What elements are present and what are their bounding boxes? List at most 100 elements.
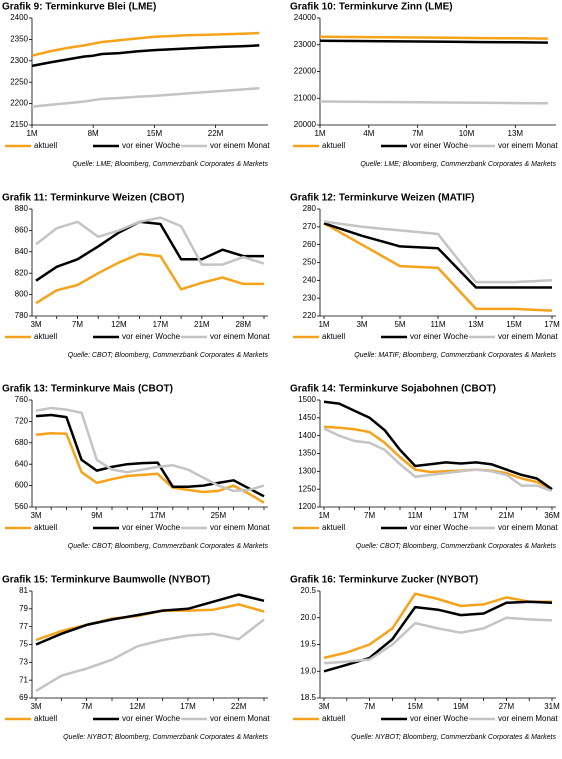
series-line: [31, 86, 260, 108]
y-tick-label: 640: [15, 459, 29, 468]
source-note: Quelle: CBOT; Bloomberg, Commerzbank Cor…: [68, 543, 269, 550]
x-tick-label: 7M: [412, 129, 423, 138]
x-tick-label: 13M: [508, 129, 524, 138]
y-tick-label: 21000: [294, 93, 317, 102]
series-line: [35, 220, 264, 282]
y-tick-label: 240: [303, 275, 317, 284]
source-note: Quelle: NYBOT; Bloomberg, Commerzbank Co…: [63, 734, 268, 741]
y-tick-label: 24000: [294, 13, 317, 22]
legend-label: vor einem Monat: [210, 141, 270, 150]
x-tick-label: 9M: [91, 511, 102, 520]
legend-label: vor einer Woche: [122, 332, 181, 341]
y-tick-label: 860: [15, 226, 29, 235]
x-tick-label: 3M: [30, 511, 41, 520]
y-tick-label: 2350: [10, 35, 28, 44]
y-tick-label: 19.5: [300, 640, 316, 649]
legend-label: vor einer Woche: [410, 714, 469, 723]
legend-label: aktuell: [34, 141, 57, 150]
x-tick-label: 7M: [364, 702, 375, 711]
y-tick-label: 77: [19, 622, 28, 631]
x-tick-label: 1M: [318, 320, 329, 329]
legend-label: vor einem Monat: [498, 714, 558, 723]
x-tick-label: 36M: [544, 511, 560, 520]
x-tick-label: 10M: [459, 129, 475, 138]
x-tick-label: 1M: [318, 511, 329, 520]
legend-label: vor einer Woche: [410, 332, 469, 341]
y-tick-label: 250: [303, 258, 317, 267]
legend-label: aktuell: [34, 523, 57, 532]
y-tick-label: 220: [303, 311, 317, 320]
y-tick-label: 69: [19, 693, 28, 702]
series-line: [323, 222, 552, 289]
chart-title: Grafik 11: Terminkurve Weizen (CBOT): [2, 193, 184, 204]
y-tick-label: 20.5: [300, 586, 316, 595]
y-tick-label: 1400: [298, 431, 316, 440]
y-tick-label: 1350: [298, 449, 316, 458]
y-tick-label: 840: [15, 247, 29, 256]
x-tick-label: 12M: [111, 320, 127, 329]
legend-label: aktuell: [34, 332, 57, 341]
series-line: [323, 220, 553, 284]
legend-label: vor einem Monat: [498, 523, 558, 532]
y-tick-label: 260: [303, 240, 317, 249]
y-tick-label: 230: [303, 293, 317, 302]
y-tick-label: 20000: [294, 120, 317, 129]
y-tick-label: 1250: [298, 484, 316, 493]
source-note: Quelle: LME; Bloomberg, Commerzbank Corp…: [72, 161, 268, 168]
x-tick-label: 22M: [208, 129, 224, 138]
x-tick-label: 31M: [544, 702, 560, 711]
series-line: [319, 39, 548, 44]
y-tick-label: 73: [19, 657, 28, 666]
x-tick-label: 15M: [407, 702, 423, 711]
series-line: [35, 406, 265, 493]
series-line: [35, 603, 265, 642]
x-tick-label: 3M: [318, 702, 329, 711]
y-tick-label: 2200: [10, 99, 28, 108]
series-line: [323, 400, 553, 491]
x-tick-label: 7M: [72, 320, 83, 329]
chart-title: Grafik 16: Terminkurve Zucker (NYBOT): [290, 575, 478, 586]
source-note: Quelle: CBOT; Bloomberg, Commerzbank Cor…: [356, 543, 557, 550]
chart-title: Grafik 14: Terminkurve Sojabohnen (CBOT): [290, 384, 496, 395]
legend-label: vor einer Woche: [122, 714, 181, 723]
y-tick-label: 880: [15, 204, 29, 213]
x-tick-label: 15M: [147, 129, 163, 138]
x-tick-label: 17M: [150, 511, 166, 520]
y-tick-label: 71: [19, 675, 28, 684]
y-tick-label: 18.5: [300, 693, 316, 702]
y-tick-label: 560: [15, 502, 29, 511]
legend-label: aktuell: [322, 714, 345, 723]
x-tick-label: 11M: [408, 511, 423, 520]
series-line: [35, 252, 264, 305]
x-tick-label: 13M: [468, 320, 484, 329]
y-tick-label: 800: [15, 290, 29, 299]
x-tick-label: 27M: [499, 702, 515, 711]
legend-label: vor einer Woche: [122, 141, 181, 150]
x-tick-label: 8M: [88, 129, 99, 138]
x-tick-label: 17M: [180, 702, 196, 711]
legend-label: vor einer Woche: [122, 523, 181, 532]
chart-title: Grafik 9: Terminkurve Blei (LME): [2, 2, 156, 13]
chart-title: Grafik 10: Terminkurve Zinn (LME): [290, 2, 453, 13]
y-tick-label: 820: [15, 268, 29, 277]
series-line: [35, 413, 265, 498]
y-tick-label: 680: [15, 438, 29, 447]
y-tick-label: 19.0: [300, 666, 316, 675]
y-tick-label: 2300: [10, 56, 28, 65]
legend-label: vor einem Monat: [210, 714, 270, 723]
series-line: [35, 593, 265, 646]
x-tick-label: 21M: [499, 511, 515, 520]
x-tick-label: 17M: [153, 320, 169, 329]
x-tick-label: 12M: [130, 702, 146, 711]
x-tick-label: 17M: [453, 511, 469, 520]
source-note: Quelle: NYBOT; Bloomberg, Commerzbank Co…: [351, 734, 556, 741]
x-tick-label: 15M: [506, 320, 522, 329]
x-tick-label: 25M: [211, 511, 227, 520]
legend-label: aktuell: [322, 141, 345, 150]
series-line: [323, 425, 553, 491]
source-note: Quelle: CBOT; Bloomberg, Commerzbank Cor…: [68, 352, 269, 359]
legend-label: vor einem Monat: [210, 332, 270, 341]
y-tick-label: 280: [303, 204, 317, 213]
y-tick-label: 20.0: [300, 613, 316, 622]
